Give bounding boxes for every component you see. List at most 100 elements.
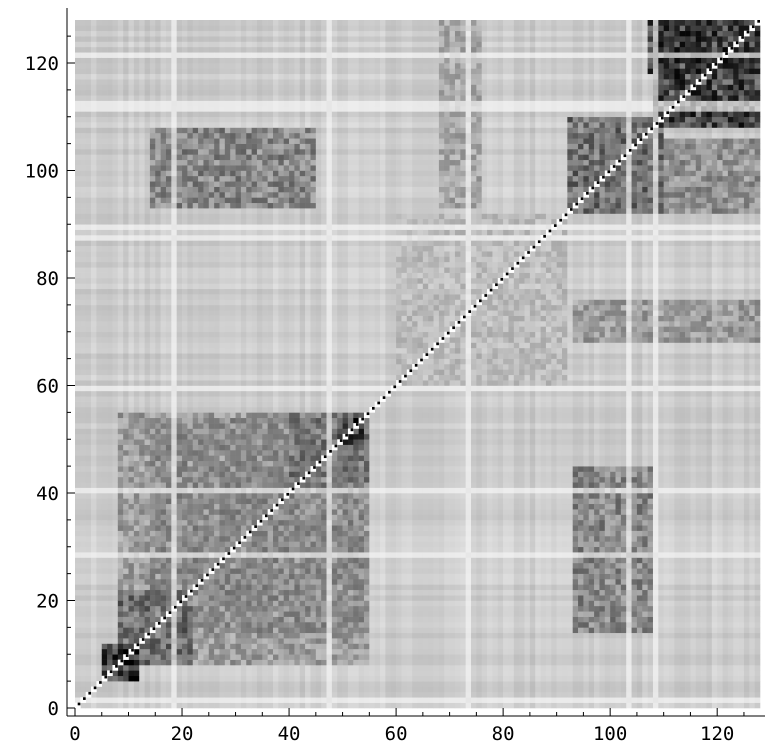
heatmap-cell [176,702,183,709]
heatmap-cell [230,428,236,435]
heatmap-cell [96,218,103,225]
heatmap-cell [235,106,242,112]
heatmap-cell [123,460,129,467]
heatmap-cell [176,245,183,252]
heatmap-cell [182,632,188,639]
heatmap-cell [112,530,119,537]
heatmap-cell [107,390,113,397]
heatmap-cell [155,552,161,558]
heatmap-cell [246,562,252,569]
heatmap-cell [128,261,135,268]
heatmap-cell [256,573,263,580]
heatmap-cell [267,369,274,376]
heatmap-cell [107,665,113,671]
heatmap-cell [85,95,92,101]
heatmap-cell [192,536,199,542]
heatmap-cell [139,73,145,80]
heatmap-cell [267,482,274,488]
heatmap-cell [262,256,268,263]
heatmap-cell [123,562,129,569]
heatmap-cell [85,30,92,37]
heatmap-cell [203,175,210,182]
heatmap-cell [75,347,81,354]
heatmap-cell [123,342,129,349]
heatmap-cell [235,487,242,494]
heatmap-cell [182,643,188,650]
heatmap-cell [224,138,231,144]
heatmap-cell [117,396,124,402]
heatmap-cell [262,605,268,612]
heatmap-cell [182,294,188,300]
heatmap-cell [214,702,220,709]
heatmap-cell [85,702,92,709]
heatmap-cell [171,611,177,617]
heatmap-cell [262,691,268,698]
heatmap-cell [133,702,140,709]
heatmap-cell [246,20,252,26]
heatmap-cell [224,342,231,349]
heatmap-cell [160,143,167,150]
heatmap-cell [160,272,167,279]
heatmap-cell [224,686,231,693]
heatmap-cell [278,186,285,193]
heatmap-cell [80,493,86,499]
heatmap-cell [112,487,119,494]
heatmap-cell [139,310,145,316]
heatmap-cell [85,503,92,510]
heatmap-cell [149,686,156,693]
heatmap-cell [176,509,183,515]
heatmap-cell [198,648,204,655]
heatmap-cell [198,213,204,220]
heatmap-cell [101,562,108,569]
heatmap-cell [192,347,199,354]
heatmap-cell [123,46,129,53]
heatmap-cell [187,342,194,349]
heatmap-cell [192,310,199,316]
heatmap-cell [123,546,129,553]
heatmap-cell [182,665,188,671]
heatmap-cell [203,627,210,634]
heatmap-cell [256,686,263,693]
heatmap-cell [112,63,119,69]
heatmap-cell [246,616,252,623]
heatmap-cell [219,127,226,134]
heatmap-cell [251,514,258,521]
heatmap-cell [144,670,151,677]
heatmap-cell [214,218,220,225]
heatmap-cell [75,466,81,472]
heatmap-cell [107,52,113,58]
heatmap-cell [144,299,151,306]
heatmap-cell [139,605,145,612]
heatmap-cell [219,25,226,32]
heatmap-cell [203,132,210,139]
heatmap-cell [187,73,194,80]
heatmap-cell [240,272,247,279]
heatmap-cell [182,116,188,123]
heatmap-cell [144,385,151,392]
heatmap-cell [182,573,188,580]
heatmap-cell [240,337,247,343]
heatmap-cell [155,106,161,112]
heatmap-cell [278,267,285,273]
heatmap-cell [240,702,247,709]
heatmap-cell [133,127,140,134]
heatmap-cell [101,57,108,64]
heatmap-cell [75,364,81,370]
heatmap-cell [198,315,204,322]
heatmap-cell [214,369,220,376]
heatmap-cell [149,503,156,510]
heatmap-cell [251,30,258,37]
heatmap-cell [214,127,220,134]
heatmap-cell [149,294,156,300]
heatmap-cell [171,95,177,101]
heatmap-cell [246,138,252,144]
heatmap-cell [96,552,103,558]
heatmap-cell [176,390,183,397]
heatmap-cell [133,380,140,386]
heatmap-cell [256,428,263,435]
heatmap-cell [139,20,145,26]
heatmap-cell [240,127,247,134]
heatmap-cell [219,390,226,397]
heatmap-cell [187,380,194,386]
heatmap-cell [235,20,242,26]
